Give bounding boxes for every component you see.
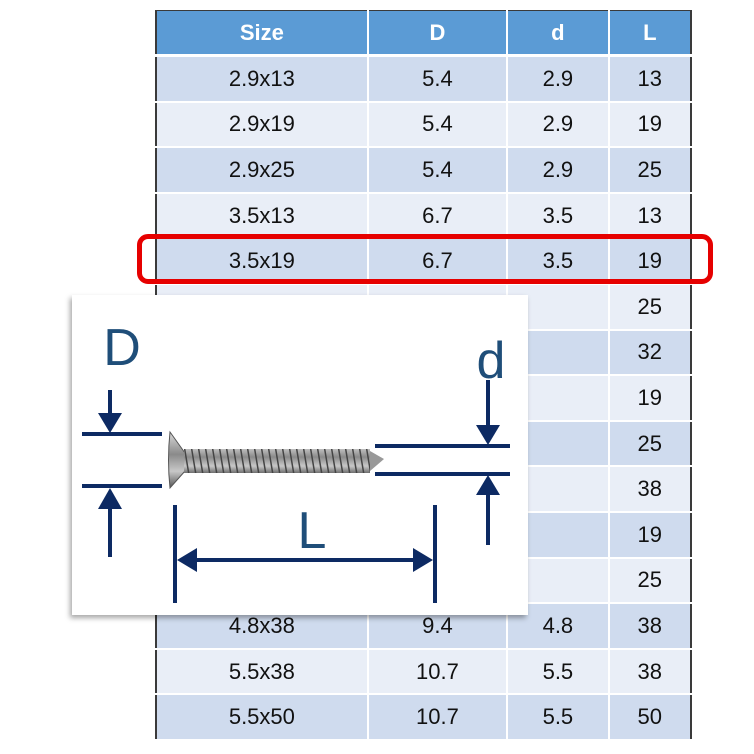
table-cell: 10.7 — [367, 694, 509, 741]
table-row: 5.5x38 10.7 5.5 38 — [156, 648, 691, 696]
table-row: 5.5x50 10.7 5.5 50 — [156, 694, 691, 741]
table-cell: 25 — [608, 420, 691, 468]
table-cell: 5.4 — [367, 147, 509, 194]
highlighted-row-outline — [137, 234, 713, 284]
label-D: D — [103, 319, 141, 377]
table-cell: 19 — [608, 375, 691, 422]
table-cell: 25 — [608, 283, 691, 331]
table-cell: 38 — [608, 466, 691, 513]
table-cell: 19 — [608, 101, 691, 149]
table-cell: 3.5 — [507, 192, 610, 240]
table-cell: 25 — [608, 147, 691, 194]
table-cell: 10.7 — [367, 648, 509, 696]
table-row: 3.5x19 6.7 3.5 19 — [156, 238, 691, 285]
column-header: L — [608, 10, 691, 57]
table-cell — [507, 283, 610, 331]
table-row: 2.9x25 5.4 2.9 25 — [156, 147, 691, 194]
table-cell: 3.5x13 — [156, 192, 369, 240]
table-cell: 5.5x38 — [156, 648, 369, 696]
table-cell: 6.7 — [367, 192, 509, 240]
table-cell: 19 — [608, 238, 691, 285]
dimension-lines — [82, 380, 510, 603]
table-cell: 6.7 — [367, 238, 509, 285]
table-cell: 32 — [608, 329, 691, 377]
table-cell: 13 — [608, 55, 691, 103]
table-cell: 5.4 — [367, 55, 509, 103]
table-cell: 2.9x25 — [156, 147, 369, 194]
screw-dimension-diagram: D d L — [72, 295, 528, 615]
table-cell: 5.5 — [507, 648, 610, 696]
table-cell: 5.4 — [367, 101, 509, 149]
table-cell: 50 — [608, 694, 691, 741]
table-row: 3.5x13 6.7 3.5 13 — [156, 192, 691, 240]
label-d: d — [477, 332, 506, 390]
table-cell: 38 — [608, 648, 691, 696]
table-cell: 38 — [608, 603, 691, 650]
table-cell: 2.9 — [507, 101, 610, 149]
table-cell: 2.9x13 — [156, 55, 369, 103]
table-cell: 2.9 — [507, 55, 610, 103]
table-cell: 5.5 — [507, 694, 610, 741]
screw-image — [168, 430, 384, 490]
column-header: D — [367, 10, 509, 57]
table-cell: 2.9 — [507, 147, 610, 194]
table-cell: 3.5x19 — [156, 238, 369, 285]
table-row: 2.9x13 5.4 2.9 13 — [156, 55, 691, 103]
table-cell: 5.5x50 — [156, 694, 369, 741]
label-L: L — [298, 502, 327, 560]
table-row: 2.9x19 5.4 2.9 19 — [156, 101, 691, 149]
table-cell: 2.9x19 — [156, 101, 369, 149]
table-cell: 19 — [608, 511, 691, 559]
table-cell: 25 — [608, 557, 691, 605]
column-header: Size — [156, 10, 369, 57]
table-cell: 13 — [608, 192, 691, 240]
table-cell: 3.5 — [507, 238, 610, 285]
column-header: d — [507, 10, 610, 57]
